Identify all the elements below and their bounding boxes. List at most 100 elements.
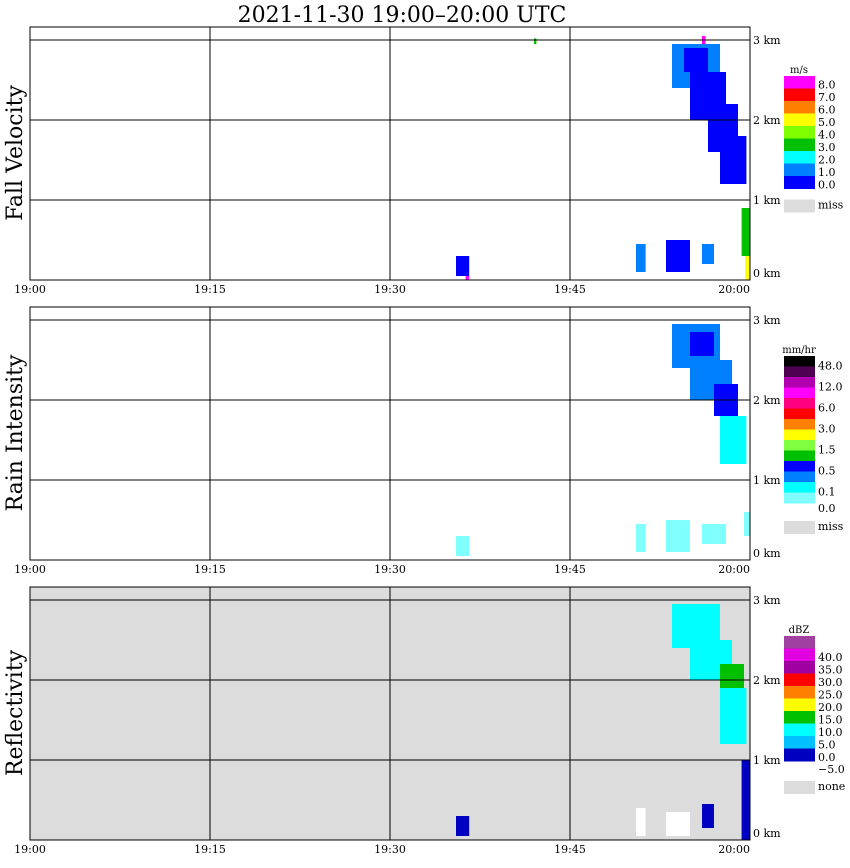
legend-swatch — [784, 377, 815, 388]
legend-swatch — [784, 648, 815, 662]
y-tick-label: 1 km — [753, 194, 781, 207]
x-tick-label: 19:30 — [374, 563, 406, 576]
y-tick-label: 0 km — [753, 547, 781, 560]
legend-swatch — [784, 387, 815, 399]
x-tick-label: 19:45 — [554, 843, 586, 856]
legend-swatch — [784, 736, 815, 749]
echo-cell — [636, 524, 646, 552]
legend-label: 12.0 — [818, 381, 843, 394]
plot-frame — [29, 306, 751, 561]
x-tick-label: 19:15 — [194, 563, 226, 576]
x-tick-label: 19:00 — [14, 563, 46, 576]
color-legend: m/s 8.07.06.05.04.03.02.01.00.0 miss — [784, 65, 844, 213]
legend-label: 30.0 — [818, 676, 843, 689]
echo-cell — [666, 240, 690, 272]
legend-swatch — [784, 76, 815, 89]
legend-missing-label: none — [818, 780, 845, 793]
legend-label: 5.0 — [818, 739, 836, 752]
legend-label: 1.0 — [818, 166, 836, 179]
echo-cell — [720, 664, 744, 688]
y-tick-label: 3 km — [753, 594, 781, 607]
legend-label: 3.0 — [818, 141, 836, 154]
legend-swatch — [784, 748, 815, 762]
legend-swatch — [784, 176, 815, 189]
echo-cell — [636, 808, 646, 836]
x-tick-label: 19:30 — [374, 843, 406, 856]
legend-label: 15.0 — [818, 714, 843, 727]
legend-label: 20.0 — [818, 701, 843, 714]
legend-swatch — [784, 138, 815, 152]
echo-cell — [720, 136, 747, 184]
x-tick-label: 20:00 — [718, 843, 750, 856]
echo-cell — [456, 256, 470, 276]
legend-swatch — [784, 366, 815, 378]
y-tick-label: 1 km — [753, 754, 781, 767]
echo-cell — [702, 524, 726, 544]
legend-swatch — [784, 450, 815, 462]
chart-title: 2021-11-30 19:00–20:00 UTC — [238, 3, 567, 28]
x-tick-label: 19:00 — [14, 283, 46, 296]
legend-swatch — [784, 163, 815, 177]
color-legend: dBZ 40.035.030.025.020.015.010.05.00.0−5.… — [784, 625, 845, 794]
legend-label: 25.0 — [818, 689, 843, 702]
legend-label: 0.1 — [818, 486, 836, 499]
legend-missing-swatch — [784, 199, 815, 213]
legend-swatch — [784, 408, 815, 420]
x-tick-label: 19:15 — [194, 843, 226, 856]
legend-swatch — [784, 440, 815, 451]
panel-reflectivity: 0 km 1 km 2 km 3 km 19:00 19:15 19:30 19:45 20:0… — [3, 586, 845, 856]
legend-swatch — [784, 471, 815, 483]
x-tick-label: 19:45 — [554, 283, 586, 296]
x-tick-label: 20:00 — [718, 283, 750, 296]
echo-cell — [702, 244, 714, 264]
x-tick-label: 19:45 — [554, 563, 586, 576]
legend-swatch — [784, 356, 815, 367]
y-tick-label: 2 km — [753, 114, 781, 127]
y-tick-label: 2 km — [753, 394, 781, 407]
legend-label: 7.0 — [818, 91, 836, 104]
legend-swatch — [784, 698, 815, 712]
legend-label: 8.0 — [818, 79, 836, 92]
panel-rain-intensity: 0 km 1 km 2 km 3 km 19:00 19:15 19:30 19:45 20:0… — [3, 306, 844, 576]
legend-label: 2.0 — [818, 154, 836, 167]
echo-cell — [702, 804, 714, 828]
legend-swatch — [784, 686, 815, 699]
echo-cell — [741, 760, 750, 840]
legend-swatch — [784, 636, 815, 649]
echo-cell — [636, 244, 646, 272]
x-tick-label: 19:15 — [194, 283, 226, 296]
echo-cell — [465, 276, 470, 280]
legend-label: 6.0 — [818, 402, 836, 415]
echo-cell — [720, 416, 747, 464]
y-tick-label: 3 km — [753, 34, 781, 47]
plot-frame — [29, 26, 751, 281]
plot-frame — [29, 586, 751, 841]
x-tick-label: 19:00 — [14, 843, 46, 856]
legend-label: 0.0 — [818, 751, 836, 764]
y-tick-label: 1 km — [753, 474, 781, 487]
legend-swatch — [784, 482, 815, 493]
legend-label: 10.0 — [818, 726, 843, 739]
legend-label: 1.5 — [818, 444, 836, 457]
echo-cell — [666, 812, 690, 836]
echo-cell — [744, 512, 750, 536]
echo-cell — [684, 48, 708, 72]
echo-cell — [456, 536, 470, 556]
echo-cell — [745, 256, 750, 280]
legend-swatch — [784, 101, 815, 114]
legend-swatch — [784, 673, 815, 687]
panel-fall-velocity: 0 km 1 km 2 km 3 km 19:00 19:15 19:30 19:45 20:0… — [3, 26, 844, 296]
legend-swatch — [784, 711, 815, 724]
y-tick-label: 3 km — [753, 314, 781, 327]
legend-swatch — [784, 113, 815, 127]
echo-cell — [534, 38, 537, 44]
legend-unit: dBZ — [789, 625, 810, 636]
legend-label: −5.0 — [818, 763, 845, 776]
echo-cell — [456, 816, 470, 836]
legend-missing-label: miss — [818, 199, 844, 212]
legend-label: 48.0 — [818, 360, 843, 373]
legend-unit: m/s — [790, 65, 808, 76]
legend-swatch — [784, 151, 815, 164]
